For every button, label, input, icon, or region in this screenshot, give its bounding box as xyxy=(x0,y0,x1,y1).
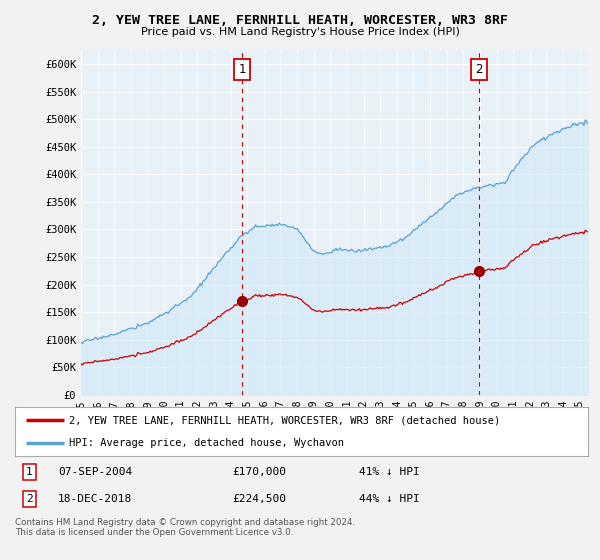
Text: 44% ↓ HPI: 44% ↓ HPI xyxy=(359,494,419,504)
Text: 1: 1 xyxy=(238,63,246,76)
Text: 2, YEW TREE LANE, FERNHILL HEATH, WORCESTER, WR3 8RF: 2, YEW TREE LANE, FERNHILL HEATH, WORCES… xyxy=(92,14,508,27)
Text: £170,000: £170,000 xyxy=(233,467,287,477)
Text: HPI: Average price, detached house, Wychavon: HPI: Average price, detached house, Wych… xyxy=(70,438,344,448)
Text: 18-DEC-2018: 18-DEC-2018 xyxy=(58,494,132,504)
Text: 07-SEP-2004: 07-SEP-2004 xyxy=(58,467,132,477)
Text: 2, YEW TREE LANE, FERNHILL HEATH, WORCESTER, WR3 8RF (detached house): 2, YEW TREE LANE, FERNHILL HEATH, WORCES… xyxy=(70,416,500,426)
Text: 2: 2 xyxy=(26,494,33,504)
Text: Price paid vs. HM Land Registry's House Price Index (HPI): Price paid vs. HM Land Registry's House … xyxy=(140,27,460,37)
Text: £224,500: £224,500 xyxy=(233,494,287,504)
Text: 2: 2 xyxy=(476,63,483,76)
Text: Contains HM Land Registry data © Crown copyright and database right 2024.
This d: Contains HM Land Registry data © Crown c… xyxy=(15,518,355,538)
Text: 1: 1 xyxy=(26,467,33,477)
Text: 41% ↓ HPI: 41% ↓ HPI xyxy=(359,467,419,477)
